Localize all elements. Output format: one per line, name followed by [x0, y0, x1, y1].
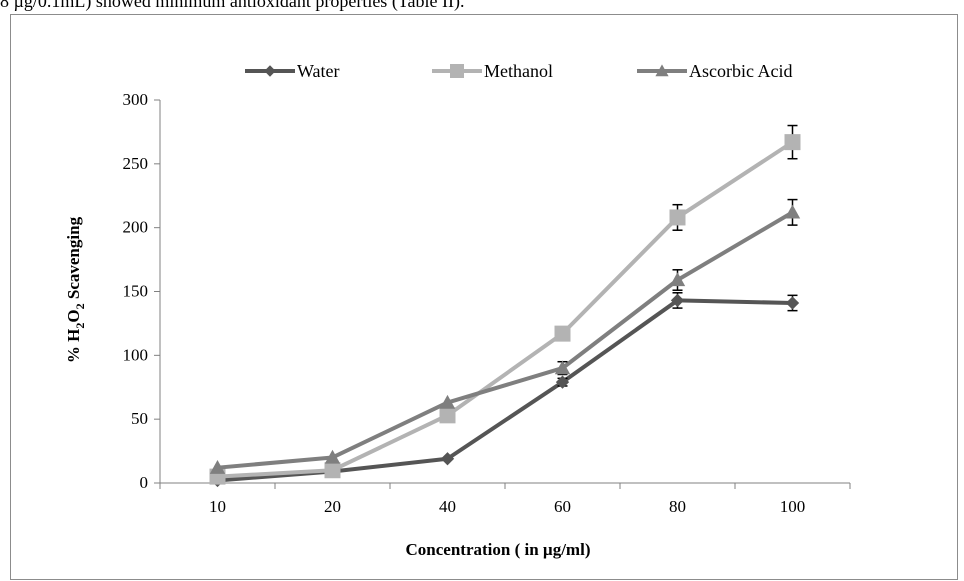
- y-axis-title-subscript: 2: [73, 323, 87, 329]
- series-line: [217, 210, 794, 470]
- data-point: [784, 204, 801, 219]
- y-tick-label: 250: [123, 154, 149, 173]
- x-tick-label: 80: [669, 497, 686, 516]
- data-point: [209, 459, 226, 474]
- caption-text: 8 µg/0.1mL) showed minimum antioxidant p…: [0, 0, 465, 11]
- series-line: [217, 140, 794, 479]
- y-tick-label: 0: [140, 473, 149, 492]
- legend-label: Ascorbic Acid: [689, 61, 792, 81]
- x-tick-label: 40: [439, 497, 456, 516]
- legend-label: Water: [297, 61, 340, 81]
- data-point: [439, 394, 456, 409]
- data-point: [440, 452, 455, 466]
- y-tick-label: 300: [123, 90, 149, 109]
- x-tick-label: 20: [324, 497, 341, 516]
- y-tick-label: 100: [123, 345, 149, 364]
- legend-marker: [450, 64, 464, 78]
- chart-frame: [10, 14, 958, 580]
- data-point: [554, 325, 571, 342]
- y-axis-title-subscript: 2: [73, 303, 87, 309]
- y-tick-label: 200: [123, 218, 149, 237]
- y-axis-title-part: % H: [64, 329, 83, 363]
- data-point: [324, 462, 341, 479]
- series-methanol: [209, 124, 801, 485]
- legend-entry: Ascorbic Acid: [637, 61, 792, 81]
- series-line: [217, 298, 793, 483]
- data-point: [554, 360, 571, 375]
- y-axis-title: % H2O2 Scavenging: [64, 216, 87, 363]
- data-point: [785, 296, 800, 310]
- data-point: [555, 375, 570, 389]
- legend: Water Methanol Ascorbic Acid: [245, 61, 792, 81]
- y-axis-title-part: Scavenging: [64, 216, 83, 303]
- x-tick-label: 100: [780, 497, 806, 516]
- legend-label: Methanol: [484, 61, 553, 81]
- y-tick-label: 50: [131, 409, 148, 428]
- legend-marker: [655, 64, 669, 77]
- x-tick-label: 10: [209, 497, 226, 516]
- data-point: [670, 293, 685, 308]
- series-ascorbic-acid: [209, 198, 801, 474]
- legend-marker: [264, 65, 276, 77]
- tick-labels: 0 50 100 150 200 250 300 10 20 40 60 80 100: [123, 90, 806, 516]
- data-point: [784, 134, 801, 151]
- series-layer: [209, 124, 801, 488]
- data-point: [669, 209, 686, 226]
- data-point: [669, 272, 686, 287]
- data-point: [439, 407, 456, 424]
- legend-entry: Water: [245, 61, 340, 81]
- y-tick-label: 150: [123, 282, 149, 301]
- x-axis-title: Concentration ( in µg/ml): [406, 540, 591, 559]
- y-axis-title-part: O: [64, 309, 83, 322]
- legend-entry: Methanol: [432, 61, 553, 81]
- x-tick-label: 60: [554, 497, 571, 516]
- series-water: [210, 292, 800, 488]
- axes: [154, 99, 851, 489]
- data-point: [324, 449, 341, 464]
